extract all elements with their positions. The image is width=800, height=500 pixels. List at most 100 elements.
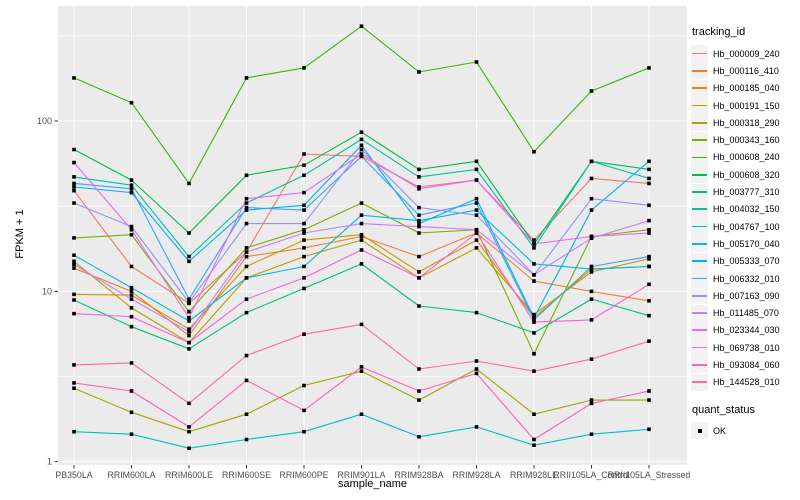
data-point-marker (647, 299, 651, 303)
data-point-marker (359, 365, 364, 369)
legend-key-line (692, 277, 707, 280)
legend-key-swatch (691, 148, 708, 166)
data-point-marker (187, 300, 191, 305)
data-point-marker (302, 221, 306, 226)
data-point-marker (589, 264, 594, 269)
legend-item-label: Hb_000608_320 (713, 169, 780, 180)
legend-key-swatch (691, 114, 708, 132)
legend-key-swatch (691, 235, 708, 253)
legend-item-Hb_000343_160: Hb_000343_160 (691, 131, 800, 149)
data-point-marker (474, 208, 479, 212)
data-point-marker (129, 289, 134, 294)
data-point-marker (187, 346, 191, 351)
legend-title-quant-status: quant_status (692, 403, 755, 416)
legend-item-Hb_011485_070: Hb_011485_070 (691, 304, 800, 322)
data-point-marker (647, 181, 651, 186)
data-point-marker (359, 143, 364, 148)
data-point-marker (244, 196, 249, 201)
data-point-marker (417, 213, 421, 217)
data-point-marker (417, 175, 421, 179)
panel-background (58, 6, 687, 465)
data-point-marker (532, 369, 536, 373)
legend-key-line (692, 70, 707, 72)
data-point-marker (72, 292, 76, 297)
legend-item-label: Hb_011485_070 (713, 308, 779, 319)
data-point-marker (589, 432, 594, 437)
legend-key-line (692, 260, 707, 262)
data-point-marker (302, 173, 306, 178)
data-point-marker (359, 201, 364, 205)
legend-key-line (692, 346, 707, 349)
data-point-marker (302, 276, 306, 280)
data-point-marker (417, 218, 421, 223)
data-point-marker (359, 147, 364, 152)
legend-item-Hb_093084_060: Hb_093084_060 (691, 356, 800, 374)
legend-key-line (692, 294, 707, 297)
data-point-marker (244, 173, 249, 178)
data-point-marker (417, 435, 421, 439)
data-point-marker (72, 175, 76, 179)
data-point-marker (589, 267, 594, 271)
data-point-marker (589, 196, 594, 201)
data-point-marker (474, 178, 479, 182)
legend-item-label: Hb_000608_240 (713, 152, 780, 163)
legend-item-Hb_006332_010: Hb_006332_010 (691, 270, 800, 287)
data-point-marker (359, 130, 364, 134)
data-point-marker (302, 152, 306, 156)
data-point-marker (532, 318, 536, 322)
legend-key-line (692, 381, 707, 384)
data-point-marker (302, 190, 306, 195)
data-point-marker (187, 319, 191, 323)
data-point-marker (187, 446, 191, 451)
legend-key-swatch (691, 166, 708, 184)
data-point-marker (187, 297, 191, 301)
legend-item-Hb_005333_070: Hb_005333_070 (691, 252, 800, 270)
data-point-marker (129, 361, 134, 365)
data-point-marker (72, 76, 76, 80)
legend-key-swatch (691, 200, 708, 218)
legend-key-swatch (691, 373, 708, 391)
data-point-marker (474, 167, 479, 172)
data-point-marker (72, 311, 76, 316)
data-point-marker (417, 221, 421, 226)
data-point-marker (532, 279, 536, 283)
data-point-marker (647, 227, 651, 232)
legend-key-swatch (691, 321, 708, 339)
data-point-marker (187, 254, 191, 259)
legend-item-label: Hb_003777_310 (713, 187, 780, 198)
legend-key-swatch (691, 45, 708, 63)
data-point-marker (129, 432, 134, 437)
legend-item-label: Hb_005170_040 (713, 238, 780, 249)
data-point-marker (72, 253, 76, 258)
legend-key-swatch (691, 304, 708, 322)
data-point-marker (532, 149, 536, 154)
data-point-marker (244, 250, 249, 254)
data-point-marker (532, 312, 536, 317)
data-point-marker (129, 306, 134, 310)
data-point-marker (647, 398, 651, 402)
data-point-marker (244, 208, 249, 212)
data-point-marker (359, 322, 364, 327)
legend-title-tracking-id: tracking_id (692, 26, 746, 38)
data-point-marker (302, 429, 306, 434)
data-point-marker (359, 412, 364, 417)
data-point-marker (359, 137, 364, 142)
data-point-marker (244, 353, 249, 358)
data-point-marker (647, 254, 651, 259)
x-tick-label: RRIM901LA (338, 470, 386, 480)
data-point-marker (647, 282, 651, 287)
data-point-marker (589, 208, 594, 212)
data-point-marker (417, 186, 421, 191)
legend-item-label: Hb_004032_150 (713, 204, 780, 215)
x-tick-label: RRII105LA_Stressed (608, 470, 691, 480)
y-tick-label: 1 (47, 457, 52, 467)
data-point-marker (532, 443, 536, 447)
data-point-marker (417, 224, 421, 229)
legend-item-label: Hb_006332_010 (713, 273, 780, 284)
y-tick-label: 10 (42, 286, 52, 296)
data-point-marker (359, 369, 364, 373)
legend-key-line (692, 208, 707, 211)
x-tick-label: RRIM600LE (165, 470, 213, 480)
data-point-marker (302, 163, 306, 168)
